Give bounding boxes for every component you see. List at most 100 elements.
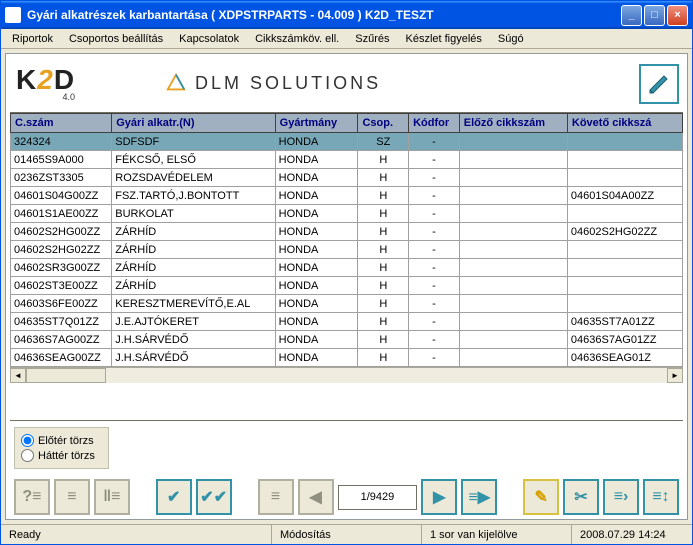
cell: H <box>358 295 409 313</box>
maximize-button[interactable]: □ <box>644 5 665 26</box>
app-window: Gyári alkatrészek karbantartása ( XDPSTR… <box>0 0 693 545</box>
cell: ROZSDAVÉDELEM <box>112 169 275 187</box>
radio-foreground[interactable]: Előtér törzs <box>21 434 102 447</box>
cell: 04636S7AG01ZZ <box>567 331 682 349</box>
cell: HONDA <box>275 259 358 277</box>
cell: 04635ST7A01ZZ <box>567 313 682 331</box>
menu-sz-r-s[interactable]: Szűrés <box>348 31 396 47</box>
table-row[interactable]: 04636SEAG00ZZJ.H.SÁRVÉDŐHONDAH-04636SEAG… <box>11 349 683 367</box>
tb-check2-button[interactable]: ✔✔ <box>196 479 232 515</box>
table-row[interactable]: 04636S7AG00ZZJ.H.SÁRVÉDŐHONDAH-04636S7AG… <box>11 331 683 349</box>
table-row[interactable]: 04602ST3E00ZZZÁRHÍDHONDAH- <box>11 277 683 295</box>
tb-tool2-button[interactable]: ≡› <box>603 479 639 515</box>
tb-edit-button[interactable]: ✎ <box>523 479 559 515</box>
cell: - <box>409 277 460 295</box>
menu-s-g-[interactable]: Súgó <box>491 31 531 47</box>
tb-next-button[interactable]: ▶ <box>421 479 457 515</box>
cell <box>459 331 567 349</box>
scroll-left-button[interactable]: ◄ <box>10 368 26 383</box>
menu-kapcsolatok[interactable]: Kapcsolatok <box>172 31 246 47</box>
menu-k-szlet-figyel-s[interactable]: Készlet figyelés <box>398 31 488 47</box>
close-button[interactable]: × <box>667 5 688 26</box>
tb-tool1-button[interactable]: ✂ <box>563 479 599 515</box>
cell: 04602S2HG02ZZ <box>567 223 682 241</box>
cell: H <box>358 223 409 241</box>
statusbar: Ready Módosítás 1 sor van kijelölve 2008… <box>1 524 692 544</box>
app-icon <box>5 7 21 23</box>
cell: - <box>409 151 460 169</box>
col-header[interactable]: Előző cikkszám <box>459 114 567 133</box>
cell: H <box>358 259 409 277</box>
table-row[interactable]: 04602S2HG02ZZZÁRHÍDHONDAH- <box>11 241 683 259</box>
cell: 04602ST3E00ZZ <box>11 277 112 295</box>
edit-button[interactable] <box>639 64 679 104</box>
cell: HONDA <box>275 349 358 367</box>
table-row[interactable]: 04602S2HG00ZZZÁRHÍDHONDAH-04602S2HG02ZZ <box>11 223 683 241</box>
scroll-thumb[interactable] <box>26 368 106 383</box>
tb-first-button[interactable]: ≡ <box>258 479 294 515</box>
k2d-logo: K2D 4.0 <box>16 64 75 102</box>
cell: 04602S2HG02ZZ <box>11 241 112 259</box>
cell: HONDA <box>275 331 358 349</box>
cell: ZÁRHÍD <box>112 241 275 259</box>
minimize-button[interactable]: _ <box>621 5 642 26</box>
col-header[interactable]: Követő cikkszá <box>567 114 682 133</box>
table-row[interactable]: 04635ST7Q01ZZJ.E.AJTÓKERETHONDAH-04635ST… <box>11 313 683 331</box>
cell: H <box>358 187 409 205</box>
cell <box>567 259 682 277</box>
table-row[interactable]: 324324SDFSDFHONDASZ- <box>11 133 683 151</box>
h-scrollbar[interactable]: ◄ ► <box>10 367 683 383</box>
window-controls: _ □ × <box>621 5 688 26</box>
cell: 04601S1AE00ZZ <box>11 205 112 223</box>
tb-list2-button[interactable]: ≡ <box>54 479 90 515</box>
table-row[interactable]: 04601S1AE00ZZBURKOLATHONDAH- <box>11 205 683 223</box>
table-row[interactable]: 04602SR3G00ZZZÁRHÍDHONDAH- <box>11 259 683 277</box>
cell: 04602SR3G00ZZ <box>11 259 112 277</box>
cell: 04601S04G00ZZ <box>11 187 112 205</box>
cell <box>459 277 567 295</box>
cell <box>459 133 567 151</box>
scroll-right-button[interactable]: ► <box>667 368 683 383</box>
table-row[interactable]: 04601S04G00ZZFSZ.TARTÓ,J.BONTOTTHONDAH-0… <box>11 187 683 205</box>
tb-list1-button[interactable]: ?≡ <box>14 479 50 515</box>
scroll-track[interactable] <box>26 368 667 383</box>
cell: J.H.SÁRVÉDŐ <box>112 349 275 367</box>
radio-background[interactable]: Háttér törzs <box>21 449 102 462</box>
tb-prev-button[interactable]: ◀ <box>298 479 334 515</box>
cell: H <box>358 277 409 295</box>
cell <box>567 295 682 313</box>
tb-check1-button[interactable]: ✔ <box>156 479 192 515</box>
cell: H <box>358 313 409 331</box>
table-row[interactable]: 04603S6FE00ZZKERESZTMEREVÍTŐ,E.ALHONDAH- <box>11 295 683 313</box>
status-selection: 1 sor van kijelölve <box>422 525 572 544</box>
parts-table[interactable]: C.számGyári alkatr.(N)GyártmányCsop.Kódf… <box>10 113 683 367</box>
tb-tool3-button[interactable]: ≡↕ <box>643 479 679 515</box>
cell: ZÁRHÍD <box>112 259 275 277</box>
table-row[interactable]: 01465S9A000FÉKCSŐ, ELSŐHONDAH- <box>11 151 683 169</box>
menu-riportok[interactable]: Riportok <box>5 31 60 47</box>
menu-csoportos-be-ll-t-s[interactable]: Csoportos beállítás <box>62 31 170 47</box>
tb-list3-button[interactable]: ‖≡ <box>94 479 130 515</box>
cell: 01465S9A000 <box>11 151 112 169</box>
cell: - <box>409 223 460 241</box>
cell: - <box>409 295 460 313</box>
cell: J.E.AJTÓKERET <box>112 313 275 331</box>
col-header[interactable]: C.szám <box>11 114 112 133</box>
menu-cikksz-mk-v-ell-[interactable]: Cikkszámköv. ell. <box>248 31 346 47</box>
col-header[interactable]: Kódfor <box>409 114 460 133</box>
cell: HONDA <box>275 313 358 331</box>
cell: SZ <box>358 133 409 151</box>
cell: HONDA <box>275 241 358 259</box>
col-header[interactable]: Csop. <box>358 114 409 133</box>
cell: HONDA <box>275 295 358 313</box>
col-header[interactable]: Gyári alkatr.(N) <box>112 114 275 133</box>
table-row[interactable]: 0236ZST3305ROZSDAVÉDELEMHONDAH- <box>11 169 683 187</box>
toolbar: ?≡ ≡ ‖≡ ✔ ✔✔ ≡ ◀ 1/9429 ▶ ≡▶ ✎ ✂ ≡› ≡↕ <box>6 475 687 519</box>
cell: H <box>358 169 409 187</box>
cell <box>567 277 682 295</box>
cell: HONDA <box>275 133 358 151</box>
status-ready: Ready <box>1 525 272 544</box>
col-header[interactable]: Gyártmány <box>275 114 358 133</box>
tb-last-button[interactable]: ≡▶ <box>461 479 497 515</box>
cell <box>459 349 567 367</box>
